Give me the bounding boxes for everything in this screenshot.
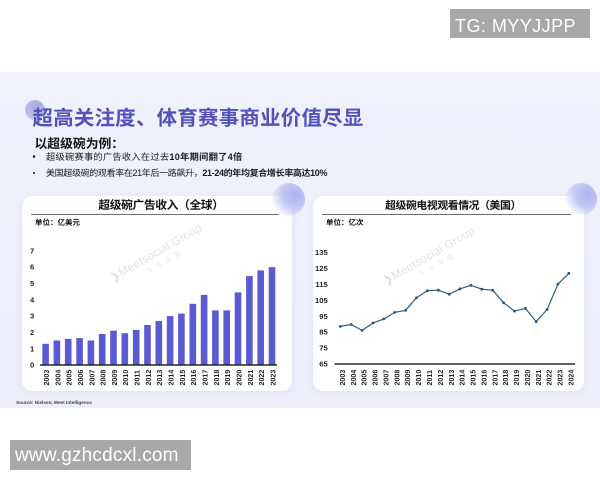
- svg-text:2014: 2014: [168, 370, 176, 386]
- svg-text:2003: 2003: [339, 370, 347, 386]
- svg-text:2012: 2012: [145, 370, 153, 386]
- svg-text:2020: 2020: [524, 370, 532, 386]
- svg-text:2009: 2009: [404, 370, 412, 386]
- svg-text:2006: 2006: [372, 370, 380, 386]
- svg-text:0: 0: [30, 361, 34, 370]
- svg-text:2018: 2018: [213, 370, 221, 386]
- svg-text:2005: 2005: [66, 370, 74, 386]
- svg-text:5: 5: [30, 279, 35, 288]
- svg-text:2019: 2019: [513, 370, 521, 386]
- svg-text:2009: 2009: [111, 370, 119, 386]
- svg-text:2010: 2010: [122, 370, 130, 386]
- svg-text:❯Meetsocial Group: ❯Meetsocial Group: [108, 221, 205, 284]
- svg-text:2011: 2011: [134, 370, 142, 385]
- svg-text:2023: 2023: [269, 370, 277, 386]
- svg-text:2006: 2006: [77, 370, 85, 386]
- svg-text:2013: 2013: [448, 370, 456, 386]
- svg-text:2017: 2017: [202, 370, 210, 386]
- svg-text:2016: 2016: [190, 370, 198, 386]
- svg-text:2011: 2011: [426, 370, 434, 385]
- svg-text:4: 4: [30, 295, 35, 304]
- svg-text:2013: 2013: [156, 370, 164, 386]
- svg-text:2016: 2016: [480, 370, 488, 386]
- svg-text:2022: 2022: [258, 370, 266, 386]
- svg-text:3: 3: [30, 312, 34, 321]
- svg-text:105: 105: [315, 296, 328, 305]
- svg-text:95: 95: [319, 312, 328, 321]
- svg-text:1: 1: [30, 344, 35, 353]
- svg-text:2019: 2019: [224, 370, 232, 386]
- svg-text:2021: 2021: [247, 370, 255, 386]
- svg-text:2021: 2021: [535, 370, 543, 386]
- svg-text:2015: 2015: [179, 370, 187, 386]
- svg-text:2022: 2022: [546, 370, 554, 386]
- svg-text:115: 115: [315, 280, 328, 289]
- svg-text:2008: 2008: [100, 370, 108, 386]
- svg-text:2004: 2004: [350, 370, 358, 386]
- svg-text:2003: 2003: [43, 370, 51, 386]
- svg-text:2020: 2020: [235, 370, 243, 386]
- svg-text:135: 135: [315, 248, 328, 257]
- svg-text:85: 85: [319, 328, 328, 337]
- svg-text:2012: 2012: [437, 370, 445, 386]
- svg-text:125: 125: [315, 264, 328, 273]
- svg-text:2007: 2007: [382, 370, 390, 386]
- svg-text:2007: 2007: [88, 370, 96, 386]
- svg-text:2018: 2018: [502, 370, 510, 386]
- svg-text:2005: 2005: [361, 370, 369, 386]
- svg-text:6: 6: [30, 263, 34, 272]
- svg-text:65: 65: [319, 360, 328, 369]
- svg-text:2010: 2010: [415, 370, 423, 386]
- svg-text:2008: 2008: [393, 370, 401, 386]
- svg-text:7: 7: [30, 246, 34, 255]
- svg-text:2: 2: [30, 328, 34, 337]
- svg-text:75: 75: [319, 344, 328, 353]
- svg-text:2017: 2017: [491, 370, 499, 386]
- svg-text:2023: 2023: [557, 370, 565, 386]
- svg-text:2024: 2024: [568, 370, 576, 386]
- svg-text:2014: 2014: [459, 370, 467, 386]
- svg-text:2004: 2004: [54, 370, 62, 386]
- svg-text:2015: 2015: [470, 370, 478, 386]
- svg-text:❯Meetsocial Group: ❯Meetsocial Group: [381, 224, 478, 287]
